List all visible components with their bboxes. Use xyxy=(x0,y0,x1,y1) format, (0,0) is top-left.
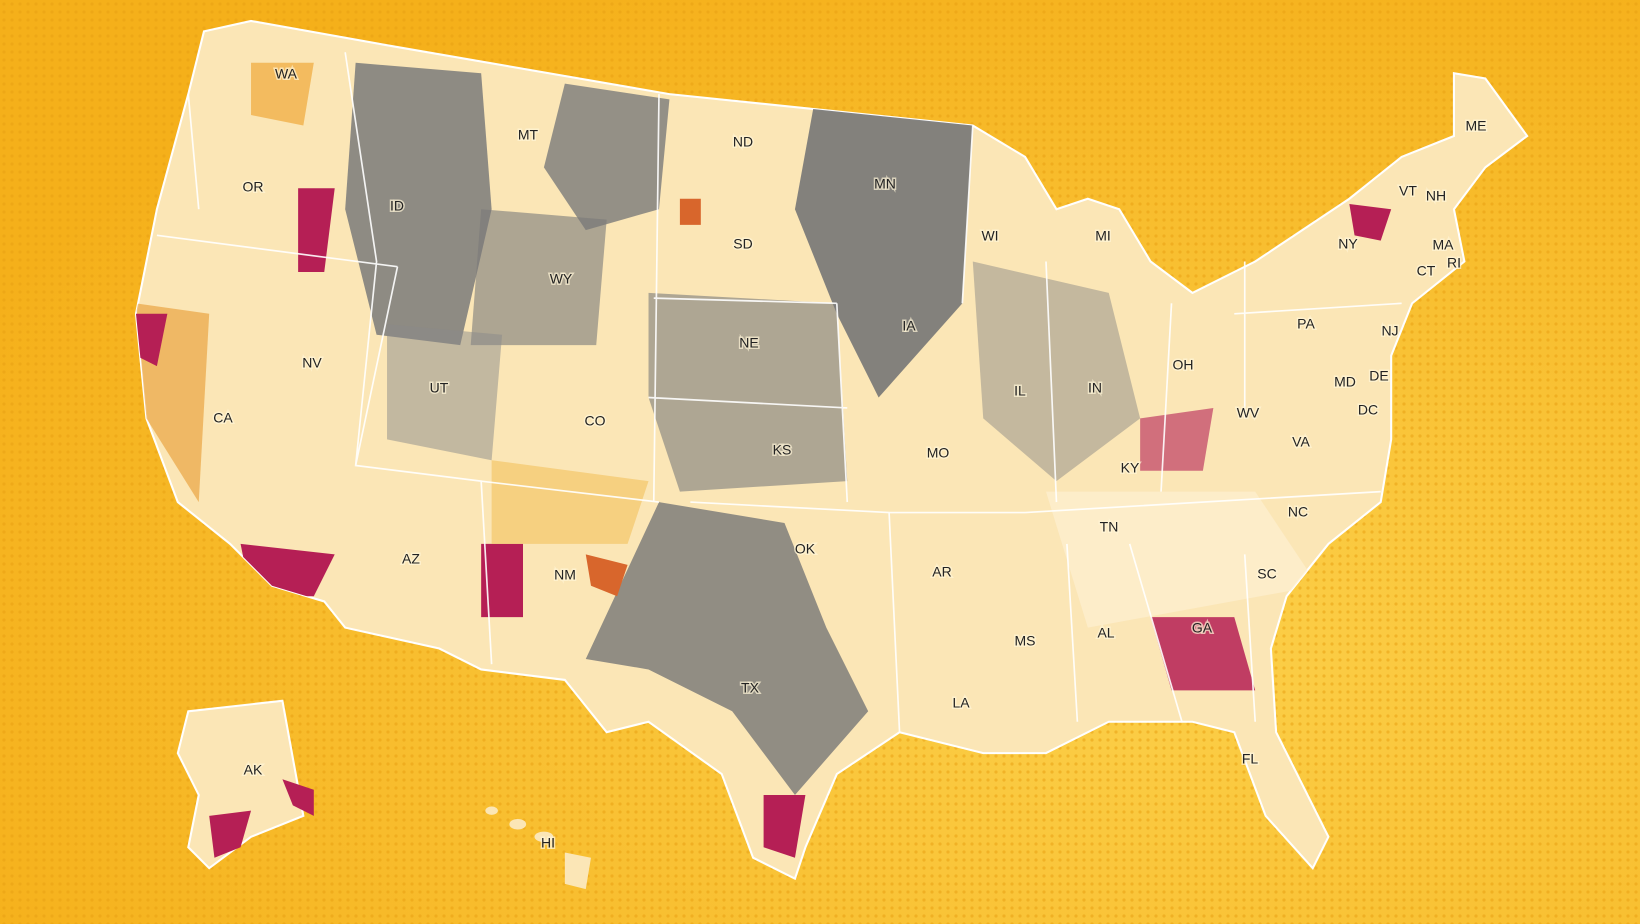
state-label: TN xyxy=(1100,519,1119,535)
state-label: NY xyxy=(1338,236,1358,252)
state-label: ID xyxy=(390,198,404,214)
state-label: AR xyxy=(932,564,951,580)
state-label: ME xyxy=(1466,118,1487,134)
state-label: IA xyxy=(902,318,916,334)
state-label: NE xyxy=(739,335,758,351)
hawaii xyxy=(485,806,591,890)
state-label: NH xyxy=(1426,188,1446,204)
alaska xyxy=(176,699,305,870)
state-label: MT xyxy=(518,127,539,143)
state-labels: WA OR ID MT ND MN WI MI SD WY NE IA NV UT CA CO KS MO IL IN… xyxy=(212,64,1488,852)
state-label: LA xyxy=(952,695,970,711)
state-label: OR xyxy=(243,179,264,195)
state-label: OH xyxy=(1173,357,1194,373)
state-label: DC xyxy=(1358,402,1378,418)
state-label: UT xyxy=(430,380,449,396)
state-label: DE xyxy=(1369,368,1388,384)
state-label: MS xyxy=(1015,633,1036,649)
state-label: GA xyxy=(1192,620,1213,636)
state-label: NV xyxy=(302,355,322,371)
state-label: SC xyxy=(1257,566,1276,582)
state-label: IL xyxy=(1014,383,1026,399)
state-label: RI xyxy=(1447,255,1461,271)
state-label: NJ xyxy=(1381,323,1398,339)
state-label: AL xyxy=(1097,625,1114,641)
state-borders xyxy=(156,52,1402,733)
state-label: MI xyxy=(1095,228,1111,244)
state-label: KY xyxy=(1121,460,1140,476)
state-label: NM xyxy=(554,567,576,583)
state-label: OK xyxy=(795,541,816,557)
state-label: PA xyxy=(1297,316,1315,332)
state-label: CA xyxy=(213,410,233,426)
state-label: MD xyxy=(1334,374,1356,390)
state-label: MO xyxy=(927,445,950,461)
state-label: CT xyxy=(1417,263,1436,279)
state-label: TX xyxy=(741,680,760,696)
state-label: CO xyxy=(585,413,606,429)
county-patches xyxy=(135,62,1392,858)
state-label: MN xyxy=(874,176,896,192)
state-label: MA xyxy=(1433,237,1455,253)
state-label: HI xyxy=(541,835,555,851)
state-label: ND xyxy=(733,134,753,150)
alaska-patch xyxy=(282,779,314,816)
state-label: WI xyxy=(981,228,998,244)
state-label: SD xyxy=(733,236,752,252)
alaska-patch xyxy=(209,810,252,858)
state-label: KS xyxy=(773,442,792,458)
state-label: VT xyxy=(1399,183,1417,199)
state-label: AZ xyxy=(402,551,420,567)
state-label: WV xyxy=(1237,405,1260,421)
state-label: NC xyxy=(1288,504,1308,520)
us-map xyxy=(134,19,1529,890)
state-label: FL xyxy=(1242,751,1259,767)
state-label: AK xyxy=(244,762,263,778)
state-label: WA xyxy=(275,66,298,82)
state-label: VA xyxy=(1292,434,1310,450)
state-label: IN xyxy=(1088,380,1102,396)
state-label: WY xyxy=(550,271,573,287)
